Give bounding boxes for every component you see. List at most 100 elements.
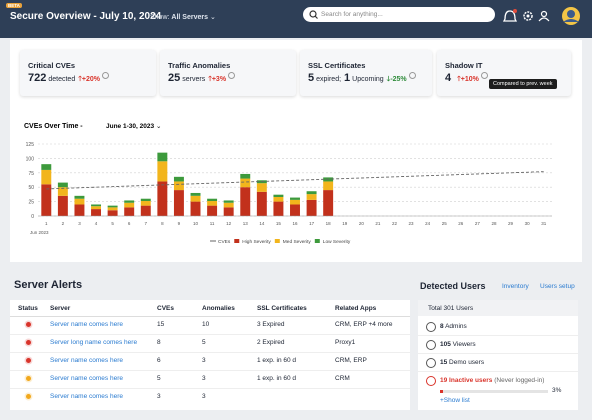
cell: 3 — [202, 375, 206, 382]
bar-segment — [240, 178, 251, 188]
period-dropdown[interactable]: June 1-30, 2023 — [106, 123, 154, 130]
x-tick-label: 23 — [409, 221, 415, 226]
filter[interactable]: Show: All Servers ⌄ — [150, 14, 216, 21]
server-link[interactable]: Server name comes here — [50, 393, 123, 400]
x-tick-label: 11 — [210, 221, 215, 226]
x-tick-label: 24 — [425, 221, 431, 226]
kpi-unit: servers — [182, 76, 206, 83]
bar-segment — [223, 202, 234, 208]
column-header: SSL Certificates — [257, 305, 307, 312]
header-separator — [10, 316, 410, 317]
bar-segment — [190, 201, 201, 216]
users-setup-link[interactable]: Users setup — [540, 283, 575, 290]
settings-icon[interactable] — [523, 11, 533, 21]
bell-icon[interactable] — [502, 9, 518, 22]
status-dot — [26, 322, 31, 327]
info-icon — [408, 72, 416, 79]
bar-segment — [240, 187, 251, 216]
status-dot — [26, 358, 31, 363]
user-label: Demo users — [449, 359, 485, 366]
cell: 10 — [202, 321, 210, 328]
kpi-card: Critical CVEs 722 detected 🡑+20% — [20, 50, 156, 96]
bar-segment — [74, 204, 85, 216]
page-title: Secure Overview - July 10, 2024 — [10, 11, 162, 22]
kpi-card: SSL Certificates 5 expired; 1 Upcoming 🡓-25% — [300, 50, 432, 96]
kpi-card: Traffic Anomalies 25 servers 🡑+3% — [160, 50, 296, 96]
bar-segment — [290, 199, 300, 205]
bar-segment — [323, 181, 334, 191]
y-tick-label: 100 — [26, 156, 35, 162]
show-list-link[interactable]: +Show list — [440, 397, 470, 404]
bar-segment — [140, 198, 151, 202]
bar-segment — [273, 194, 284, 197]
x-tick-label: 20 — [359, 221, 365, 226]
cell: CRM, ERP — [335, 357, 367, 364]
bar-segment — [124, 202, 135, 208]
bar-segment — [91, 204, 102, 207]
alerts-table: Status Server CVEs Anomalies SSL Certificate… — [10, 300, 410, 410]
user-icon — [426, 322, 436, 332]
user-icon — [426, 376, 436, 386]
change-arrow: 🡑 — [78, 76, 82, 83]
cell: 2 Expired — [257, 339, 285, 346]
search-box[interactable]: Search for anything... — [303, 7, 495, 22]
x-tick-label: 9 — [178, 221, 181, 226]
avatar[interactable] — [562, 7, 580, 25]
x-tick-label: 25 — [442, 221, 448, 226]
cell: 3 Expired — [257, 321, 285, 328]
user-count-row: 8 Admins — [440, 323, 467, 330]
bar-segment — [107, 210, 118, 216]
kpi-value-row: 722 detected 🡑+20% — [28, 72, 109, 86]
server-link[interactable]: Server name comes here — [50, 375, 123, 382]
server-link[interactable]: Server long name comes here — [50, 339, 138, 346]
y-tick-label: 125 — [26, 142, 35, 148]
bar-segment — [140, 201, 151, 206]
legend-label: Med Severity — [283, 239, 312, 245]
user-count: 15 — [440, 359, 448, 366]
beta-badge: BETA — [6, 3, 22, 8]
user-icon[interactable] — [538, 10, 550, 22]
bar-segment — [306, 191, 317, 195]
bar-segment — [41, 169, 52, 185]
bar-segment — [57, 195, 68, 216]
bar-segment — [107, 207, 118, 211]
bar-segment — [140, 205, 151, 216]
server-link[interactable]: Server name comes here — [50, 357, 123, 364]
kpi-value-row: 25 servers 🡑+3% — [168, 72, 236, 86]
inactive-count: 19 — [440, 377, 448, 384]
inventory-link[interactable]: Inventory — [502, 283, 529, 290]
cell: 5 — [157, 375, 161, 382]
x-tick-label: 15 — [276, 221, 282, 226]
legend-swatch — [234, 239, 240, 243]
user-count-row: 15 Demo users — [440, 359, 484, 366]
cell: 1 exp. in 60 d — [257, 357, 297, 364]
server-link[interactable]: Server name comes here — [50, 321, 123, 328]
inactive-row: 19 Inactive users (Never logged-in) — [440, 377, 544, 384]
info-icon — [228, 72, 236, 79]
cell: 3 — [202, 393, 206, 400]
bar-segment — [290, 204, 300, 216]
bar-segment — [124, 207, 135, 216]
bar-segment — [91, 206, 102, 210]
kpi-title: Shadow IT — [445, 61, 483, 70]
bar-segment — [240, 173, 251, 179]
cell: 5 — [202, 339, 206, 346]
legend-label: Low Severity — [323, 239, 351, 245]
x-tick-label: 10 — [193, 221, 199, 226]
cell: Proxy1 — [335, 339, 356, 346]
trend-line — [46, 171, 544, 190]
column-header: CVEs — [157, 305, 174, 312]
users-title: Detected Users — [420, 281, 486, 291]
x-tick-label: 22 — [392, 221, 398, 226]
row-separator — [418, 353, 578, 354]
cell: 1 exp. in 60 d — [257, 375, 297, 382]
kpi-value-row: 4 🡑+10% — [445, 72, 488, 86]
y-tick-label: 50 — [28, 185, 34, 191]
users-total: Total 301 Users — [428, 305, 474, 312]
bar-segment — [41, 164, 52, 170]
bar-segment — [157, 181, 168, 216]
row-separator — [418, 335, 578, 336]
change-arrow: 🡑 — [457, 76, 461, 83]
y-tick-label: 0 — [31, 214, 34, 220]
